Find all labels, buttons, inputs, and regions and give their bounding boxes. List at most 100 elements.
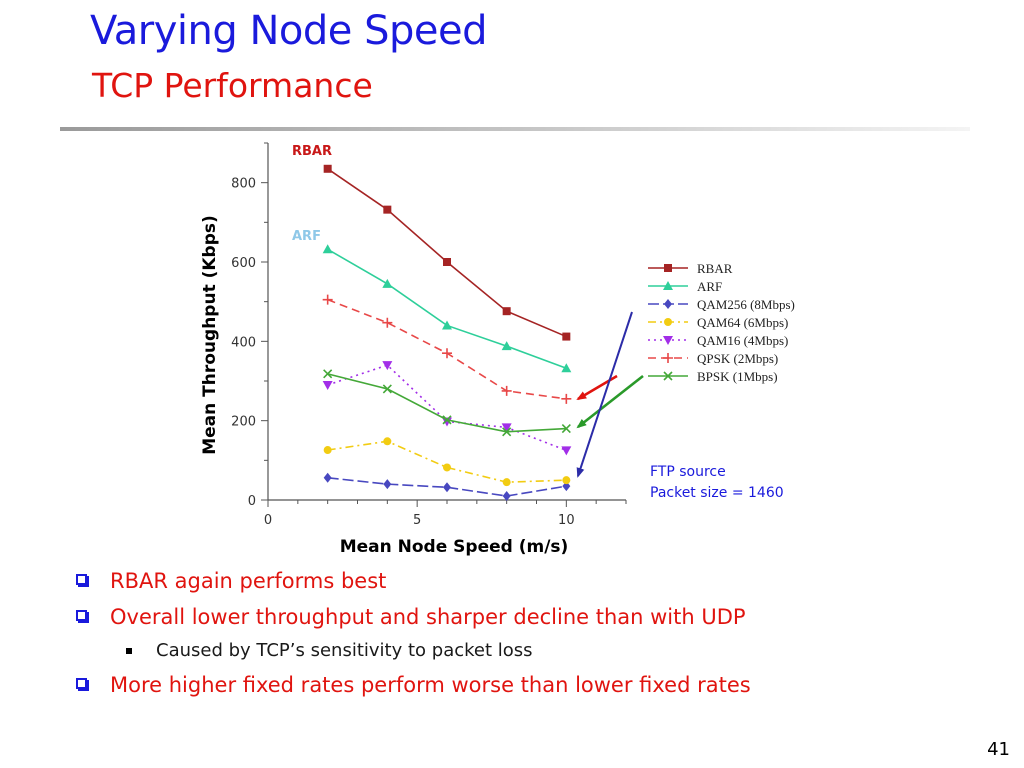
legend-entry: ARF xyxy=(648,279,722,294)
legend-label: ARF xyxy=(697,279,722,294)
series-line xyxy=(327,168,567,338)
checkbox-bullet-icon xyxy=(76,678,87,689)
data-point xyxy=(322,294,333,305)
data-point xyxy=(562,476,571,485)
slide-subtitle: TCP Performance xyxy=(92,66,373,105)
x-tick-label: 5 xyxy=(413,513,421,528)
bullet-text: Overall lower throughput and sharper dec… xyxy=(110,605,746,629)
x-axis-label: Mean Node Speed (m/s) xyxy=(340,537,569,557)
data-point xyxy=(561,363,572,373)
ftp-source-note: FTP source xyxy=(650,464,726,480)
data-point xyxy=(382,361,393,371)
legend-entry: QAM16 (4Mbps) xyxy=(648,333,788,348)
data-point xyxy=(502,491,511,502)
data-point xyxy=(562,332,571,341)
legend-label: BPSK (1Mbps) xyxy=(697,369,778,384)
data-point xyxy=(502,478,511,487)
data-point xyxy=(382,317,393,328)
sub-bullet-item: Caused by TCP’s sensitivity to packet lo… xyxy=(70,638,1000,670)
legend-label: QPSK (2Mbps) xyxy=(697,351,778,366)
sub-bullet-text: Caused by TCP’s sensitivity to packet lo… xyxy=(156,640,533,661)
data-point xyxy=(442,415,452,425)
data-point xyxy=(443,482,451,493)
data-point xyxy=(323,472,332,483)
series-qam256 xyxy=(323,472,571,502)
legend-label: RBAR xyxy=(697,261,733,276)
data-point xyxy=(322,380,333,390)
legend-marker xyxy=(663,371,673,381)
series-qam64 xyxy=(323,437,571,487)
legend-label: QAM16 (4Mbps) xyxy=(697,333,788,348)
bullet-text: More higher fixed rates perform worse th… xyxy=(110,673,751,697)
data-point xyxy=(442,320,452,330)
legend-marker xyxy=(663,353,673,363)
square-bullet-icon xyxy=(126,648,132,654)
legend-entry: QAM256 (8Mbps) xyxy=(648,297,795,312)
packet-size-note: Packet size = 1460 xyxy=(650,485,784,501)
bullet-text: RBAR again performs best xyxy=(110,569,387,593)
legend-entry: BPSK (1Mbps) xyxy=(648,369,778,384)
chart-series xyxy=(322,164,572,502)
series-qpsk xyxy=(322,294,572,404)
legend-marker xyxy=(664,264,672,272)
data-point xyxy=(382,278,393,288)
y-tick-label: 600 xyxy=(231,256,256,271)
y-tick-label: 200 xyxy=(231,415,256,430)
series-arf xyxy=(322,244,572,373)
data-point xyxy=(501,341,512,351)
bullet-item: Overall lower throughput and sharper dec… xyxy=(70,602,1000,638)
legend-marker xyxy=(664,318,672,326)
series-rbar xyxy=(323,164,571,341)
data-point xyxy=(443,463,451,472)
data-point xyxy=(561,393,572,404)
data-point xyxy=(322,244,333,254)
bullet-item: More higher fixed rates perform worse th… xyxy=(70,670,1000,706)
series-qam16 xyxy=(322,361,572,456)
legend-marker xyxy=(663,336,673,345)
data-point xyxy=(561,446,572,456)
legend-label: QAM64 (6Mbps) xyxy=(697,315,788,330)
series-line xyxy=(327,476,567,497)
y-axis-label: Mean Throughput (Kbps) xyxy=(200,215,220,455)
checkbox-bullet-icon xyxy=(76,574,87,585)
legend-marker xyxy=(664,299,672,309)
data-point xyxy=(383,437,392,446)
red-arrow xyxy=(576,374,618,401)
data-point xyxy=(561,424,571,434)
data-point xyxy=(443,258,451,266)
data-point xyxy=(501,423,512,433)
page-number: 41 xyxy=(987,739,1010,760)
data-point xyxy=(501,385,512,396)
legend-label: QAM256 (8Mbps) xyxy=(697,297,795,312)
y-tick-label: 0 xyxy=(248,494,256,509)
series-line xyxy=(327,364,567,452)
checkbox-bullet-icon xyxy=(76,610,87,621)
bullet-item: RBAR again performs best xyxy=(70,566,1000,602)
green-arrow xyxy=(576,374,644,429)
legend-entry: QAM64 (6Mbps) xyxy=(648,315,788,330)
series-bpsk xyxy=(323,369,571,437)
data-point xyxy=(382,384,392,394)
data-point xyxy=(502,427,512,437)
data-point xyxy=(502,307,511,316)
data-point xyxy=(323,369,333,379)
legend-marker xyxy=(663,281,673,290)
legend-entry: RBAR xyxy=(648,261,733,276)
legend-entry: QPSK (2Mbps) xyxy=(648,351,778,366)
data-point xyxy=(323,164,332,173)
title-divider xyxy=(60,127,970,131)
x-tick-label: 0 xyxy=(264,513,272,528)
data-point xyxy=(323,446,332,455)
data-point xyxy=(383,205,392,214)
x-tick-label: 10 xyxy=(558,513,575,528)
rbar-annotation: RBAR xyxy=(292,144,332,159)
slide-title: Varying Node Speed xyxy=(90,8,487,54)
series-line xyxy=(327,440,567,483)
arf-annotation: ARF xyxy=(292,229,321,244)
blue-arrow xyxy=(576,311,633,478)
chart-legend: RBAR ARF QAM256 (8Mbps) QAM64 (6Mbps) QAM16 … xyxy=(648,261,795,384)
chart-ticks: 0 200 400 600 800 0 5 10 xyxy=(231,142,627,528)
bullet-list: RBAR again performs best Overall lower t… xyxy=(70,566,1000,706)
data-point xyxy=(383,479,392,490)
